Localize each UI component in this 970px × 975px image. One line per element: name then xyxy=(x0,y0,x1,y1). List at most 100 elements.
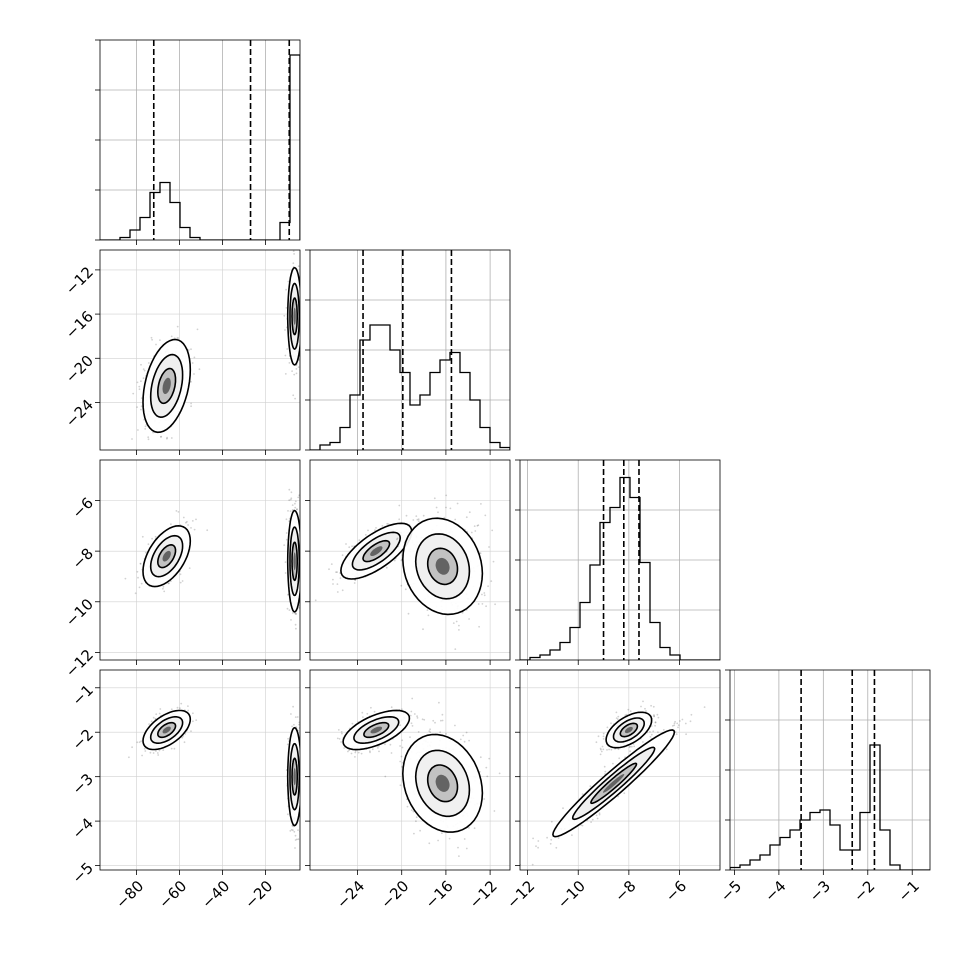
sample-point xyxy=(437,840,439,842)
sample-point xyxy=(406,515,408,517)
panel-content xyxy=(100,238,306,450)
sample-point xyxy=(132,393,134,395)
sample-point xyxy=(144,370,146,372)
sample-point xyxy=(290,619,292,621)
sample-point xyxy=(412,519,414,521)
sample-point xyxy=(168,582,170,584)
sample-point xyxy=(464,741,466,743)
sample-point xyxy=(482,603,484,605)
sample-point xyxy=(653,716,655,718)
sample-point xyxy=(490,580,492,582)
sample-point xyxy=(342,554,344,556)
sample-point xyxy=(302,567,304,569)
sample-point xyxy=(302,825,304,827)
sample-point xyxy=(294,847,296,849)
sample-point xyxy=(650,705,652,707)
sample-point xyxy=(179,707,181,709)
sample-point xyxy=(193,373,195,375)
sample-point xyxy=(386,567,388,569)
sample-point xyxy=(287,510,289,512)
sample-point xyxy=(601,751,603,753)
sample-point xyxy=(181,737,183,739)
sample-point xyxy=(288,489,290,491)
sample-point xyxy=(287,608,289,610)
sample-point xyxy=(354,756,356,758)
sample-point xyxy=(418,518,420,520)
sample-point xyxy=(395,558,397,560)
sample-point xyxy=(166,437,168,439)
sample-point xyxy=(610,722,612,724)
sample-point xyxy=(627,709,629,711)
sample-point xyxy=(162,588,164,590)
sample-point xyxy=(674,721,676,723)
sample-point xyxy=(289,609,291,611)
sample-point xyxy=(412,725,414,727)
scatter-panel-4-1 xyxy=(95,670,304,875)
sample-point xyxy=(192,362,194,364)
sample-point xyxy=(438,702,440,704)
sample-point xyxy=(468,740,470,742)
sample-point xyxy=(365,534,367,536)
sample-point xyxy=(416,816,418,818)
sample-point xyxy=(341,731,343,733)
sample-cluster xyxy=(125,510,209,594)
sample-point xyxy=(171,437,173,439)
sample-point xyxy=(297,829,299,831)
sample-point xyxy=(690,720,692,722)
sample-point xyxy=(409,736,411,738)
sample-point xyxy=(401,739,403,741)
sample-point xyxy=(155,536,157,538)
sample-point xyxy=(206,529,208,531)
sample-point xyxy=(351,753,353,755)
histogram-step-line xyxy=(310,325,510,450)
sample-point xyxy=(362,716,364,718)
sample-point xyxy=(428,615,430,617)
sample-point xyxy=(295,624,297,626)
panel-content xyxy=(310,460,510,660)
sample-point xyxy=(458,629,460,631)
sample-point xyxy=(423,515,425,517)
sample-point xyxy=(144,750,146,752)
sample-point xyxy=(354,582,356,584)
sample-point xyxy=(180,703,182,705)
sample-point xyxy=(141,755,143,757)
sample-point xyxy=(401,708,403,710)
sample-point xyxy=(603,733,605,735)
sample-point xyxy=(600,754,602,756)
sample-point xyxy=(434,497,436,499)
gridlines xyxy=(100,40,300,240)
sample-point xyxy=(629,746,631,748)
sample-point xyxy=(155,750,157,752)
sample-point xyxy=(429,728,431,730)
sample-point xyxy=(144,428,146,430)
sample-point xyxy=(285,289,287,291)
sample-point xyxy=(361,712,363,714)
sample-point xyxy=(286,532,288,534)
sample-point xyxy=(374,529,376,531)
sample-point xyxy=(487,585,489,587)
sample-point xyxy=(411,809,413,811)
sample-point xyxy=(151,721,153,723)
sample-point xyxy=(303,300,305,302)
sample-point xyxy=(287,813,289,815)
sample-point xyxy=(195,519,197,521)
sample-point xyxy=(286,539,288,541)
sample-point xyxy=(170,523,172,525)
sample-point xyxy=(332,579,334,581)
sample-point xyxy=(477,525,479,527)
sample-point xyxy=(432,720,434,722)
sample-point xyxy=(423,719,425,721)
sample-point xyxy=(378,751,380,753)
sample-point xyxy=(301,568,303,570)
sample-point xyxy=(285,355,287,357)
panel-content xyxy=(100,670,304,870)
sample-point xyxy=(180,582,182,584)
sample-point xyxy=(449,838,451,840)
sample-point xyxy=(302,583,304,585)
sample-point xyxy=(287,238,289,240)
sample-point xyxy=(182,580,184,582)
sample-point xyxy=(140,740,142,742)
sample-point xyxy=(484,594,486,596)
sample-point xyxy=(139,741,141,743)
